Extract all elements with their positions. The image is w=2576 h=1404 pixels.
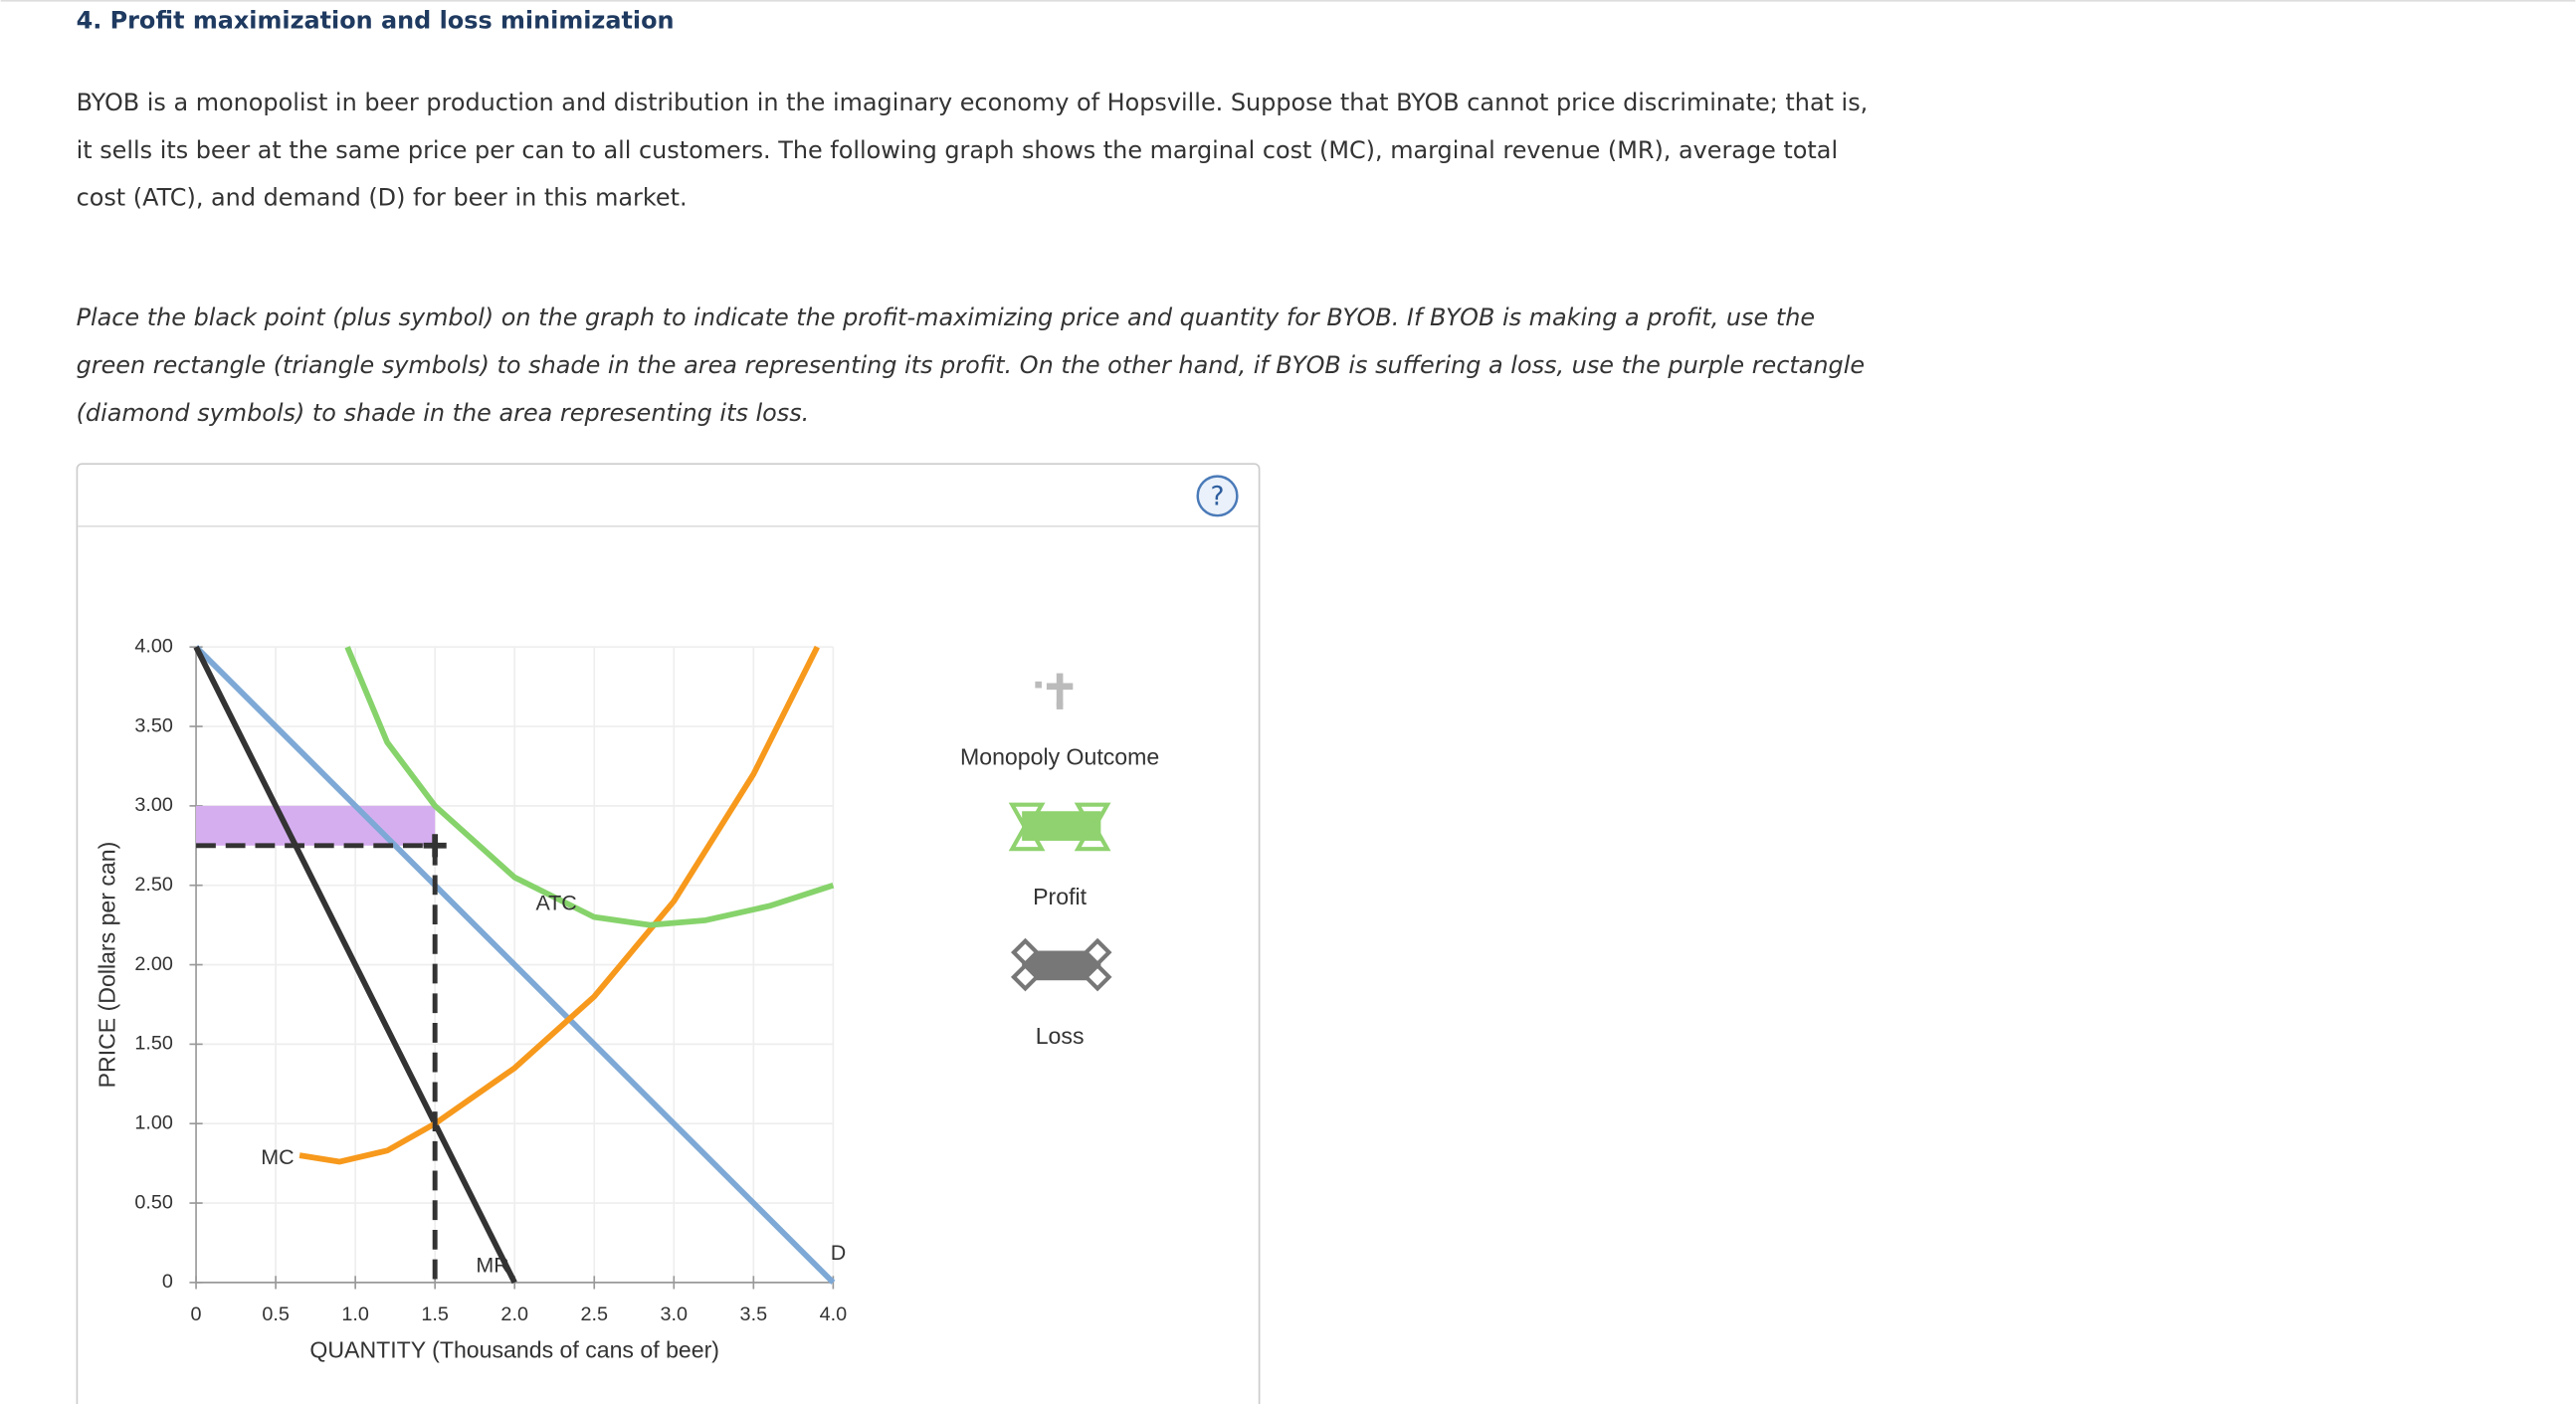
curve [194,645,836,1285]
y-tick-label: 1.50 [134,1033,173,1055]
y-tick-label: 3.50 [134,714,173,736]
curve [193,645,517,1285]
curve-label: ATC [535,892,576,915]
x-tick-label: 3.5 [740,1304,768,1325]
tool-plus[interactable] [1046,673,1074,706]
x-axis-label: QUANTITY (Thousands of cans of beer) [309,1336,719,1362]
tool-label: Profit [1033,884,1087,909]
intro-line: cost (ATC), and demand (D) for beer in t… [77,184,688,212]
y-tick-label: 0 [162,1271,173,1293]
instruction-line: Place the black point (plus symbol) on t… [77,303,1815,331]
instruction-line: (diamond symbols) to shade in the area r… [77,399,810,427]
instructions: Place the black point (plus symbol) on t… [77,303,1866,427]
x-tick-label: 1.0 [341,1304,369,1325]
tool-label: Loss [1036,1023,1085,1049]
y-tick-label: 4.00 [134,635,173,657]
tool-palette: Monopoly Outcome Profit Loss [960,673,1159,1049]
graph-panel [76,463,1261,1404]
monopoly-point[interactable] [423,834,447,858]
intro: BYOB is a monopolist in beer production … [77,89,1869,212]
x-tick-label: 0 [191,1304,202,1325]
help-button[interactable]: ? [1196,475,1239,517]
curve-label: MR [476,1254,508,1278]
x-tick-label: 1.5 [421,1304,449,1325]
profit-tool[interactable] [1008,802,1111,852]
help-icon[interactable]: ? [1211,482,1225,512]
curve [298,645,820,1165]
tool-label: Monopoly Outcome [960,744,1159,770]
y-tick-label: 2.50 [134,874,173,896]
curve-label: MC [261,1145,294,1169]
help-circle[interactable] [1196,475,1239,517]
curve-label: D [831,1241,846,1265]
y-axis-label: PRICE (Dollars per can) [95,842,120,1089]
intro-line: BYOB is a monopolist in beer production … [77,89,1869,116]
x-tick-label: 0.5 [262,1304,290,1325]
x-tick-label: 2.0 [500,1304,528,1325]
x-tick-label: 3.0 [661,1304,689,1325]
y-tick-label: 2.00 [134,953,173,975]
y-tick-label: 0.50 [134,1191,173,1213]
page-title: 4. Profit maximization and loss minimiza… [77,6,675,34]
x-tick-label: 4.0 [820,1304,848,1325]
loss-tool[interactable] [1010,937,1112,992]
instruction-line: green rectangle (triangle symbols) to sh… [77,351,1866,379]
chart: 0 0.5 1.0 1.5 2.0 2.5 3.0 3.5 4.000.501.001.502.… [95,635,847,1362]
intro-line: it sells its beer at the same price per … [77,136,1839,164]
tool-dot[interactable] [1056,702,1064,709]
y-tick-label: 1.00 [134,1111,173,1133]
x-tick-label: 2.5 [580,1304,608,1325]
tool-triangles[interactable] [1008,802,1111,852]
monopoly-tool[interactable] [1035,673,1074,709]
y-tick-label: 3.00 [134,794,173,816]
tool-dot[interactable] [1035,681,1042,689]
tool-diamonds[interactable] [1010,937,1112,992]
loss-area[interactable] [196,805,436,846]
curve [344,646,835,928]
